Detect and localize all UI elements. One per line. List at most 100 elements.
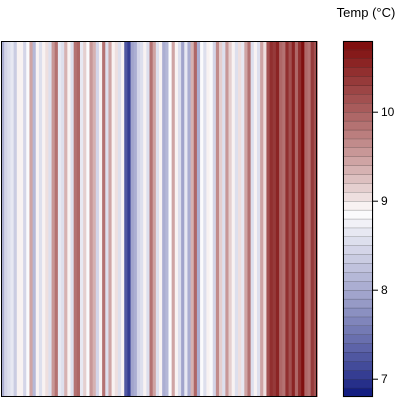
stripe bbox=[149, 41, 154, 397]
stripe bbox=[76, 41, 81, 397]
stripe bbox=[92, 41, 97, 397]
stripe bbox=[275, 41, 280, 397]
stripe bbox=[193, 41, 198, 397]
stripe bbox=[80, 41, 84, 397]
stripe bbox=[241, 41, 245, 397]
stripe bbox=[266, 41, 271, 397]
colorbar-segment bbox=[342, 298, 374, 309]
stripe bbox=[7, 41, 12, 397]
colorbar-frame bbox=[343, 41, 373, 397]
stripe bbox=[111, 41, 116, 397]
stripe bbox=[279, 41, 283, 397]
stripe bbox=[143, 41, 147, 397]
colorbar-segment bbox=[342, 183, 374, 193]
stripe bbox=[124, 41, 128, 397]
stripe bbox=[45, 41, 49, 397]
stripe bbox=[83, 41, 87, 397]
stripe bbox=[127, 41, 132, 397]
stripe bbox=[177, 41, 182, 397]
stripe bbox=[215, 41, 220, 397]
stripe bbox=[184, 41, 189, 397]
stripe bbox=[238, 41, 242, 397]
stripe bbox=[260, 41, 264, 397]
stripe bbox=[301, 41, 305, 397]
stripe bbox=[64, 41, 68, 397]
colorbar-segment bbox=[342, 58, 374, 68]
stripe bbox=[171, 41, 176, 397]
stripe bbox=[108, 41, 113, 397]
stripe bbox=[130, 41, 135, 397]
stripe bbox=[152, 41, 157, 397]
stripe bbox=[203, 41, 207, 397]
stripe bbox=[133, 41, 138, 397]
stripe bbox=[54, 41, 59, 397]
colorbar-segment bbox=[342, 85, 374, 95]
stripe bbox=[272, 41, 277, 397]
stripe bbox=[117, 41, 122, 397]
stripe bbox=[228, 41, 233, 397]
colorbar-segment bbox=[342, 67, 374, 77]
stripe bbox=[26, 41, 31, 397]
colorbar-segment bbox=[342, 290, 374, 300]
stripe bbox=[102, 41, 106, 397]
stripe bbox=[187, 41, 192, 397]
colorbar-segment bbox=[342, 263, 374, 273]
colorbar-segment bbox=[342, 343, 374, 353]
stripe bbox=[86, 41, 91, 397]
stripe bbox=[250, 41, 255, 397]
stripe bbox=[10, 41, 15, 397]
stripe bbox=[212, 41, 217, 397]
colorbar-tick-label: 8 bbox=[381, 283, 388, 297]
stripe bbox=[219, 41, 223, 397]
stripe bbox=[282, 41, 286, 397]
stripe bbox=[61, 41, 65, 397]
colorbar-segment bbox=[342, 379, 374, 389]
stripe bbox=[196, 41, 201, 397]
stripe bbox=[4, 41, 8, 397]
stripe bbox=[121, 41, 125, 397]
stripe bbox=[263, 41, 268, 397]
stripe bbox=[51, 41, 56, 397]
colorbar-segment bbox=[342, 218, 374, 229]
stripe bbox=[162, 41, 166, 397]
stripe bbox=[285, 41, 290, 397]
stripe bbox=[38, 41, 43, 397]
stripe bbox=[1, 41, 5, 397]
stripe bbox=[298, 41, 302, 397]
colorbar-segment bbox=[342, 192, 374, 202]
stripe bbox=[294, 41, 299, 397]
stripe bbox=[114, 41, 119, 397]
colorbar-segment bbox=[342, 236, 374, 246]
colorbar-segment bbox=[342, 227, 374, 237]
stripe bbox=[140, 41, 144, 397]
colorbar-segment bbox=[342, 361, 374, 371]
stripe bbox=[89, 41, 94, 397]
colorbar-segment bbox=[342, 316, 374, 326]
colorbar-segment bbox=[342, 370, 374, 380]
colorbar-ticks: 7 8 9 10 bbox=[373, 105, 395, 386]
stripes bbox=[1, 41, 318, 397]
colorbar-segment bbox=[342, 325, 374, 335]
stripe bbox=[256, 41, 261, 397]
stripe bbox=[304, 41, 309, 397]
colorbar-tick-label: 10 bbox=[381, 105, 395, 119]
colorbar-segment bbox=[342, 147, 374, 157]
colorbar bbox=[342, 40, 374, 398]
colorbar-segment bbox=[342, 156, 374, 166]
stripe bbox=[253, 41, 258, 397]
stripe bbox=[35, 41, 40, 397]
stripe bbox=[269, 41, 274, 397]
stripe bbox=[48, 41, 53, 397]
colorbar-segment bbox=[342, 76, 374, 86]
stripe bbox=[244, 41, 249, 397]
colorbar-tick-label: 7 bbox=[381, 372, 388, 386]
colorbar-segment bbox=[342, 165, 374, 175]
colorbar-segment bbox=[342, 94, 374, 104]
stripe bbox=[234, 41, 239, 397]
colorbar-segment bbox=[342, 129, 374, 140]
stripe bbox=[313, 41, 318, 397]
stripe bbox=[146, 41, 151, 397]
stripe bbox=[98, 41, 103, 397]
colorbar-segment bbox=[342, 40, 374, 51]
